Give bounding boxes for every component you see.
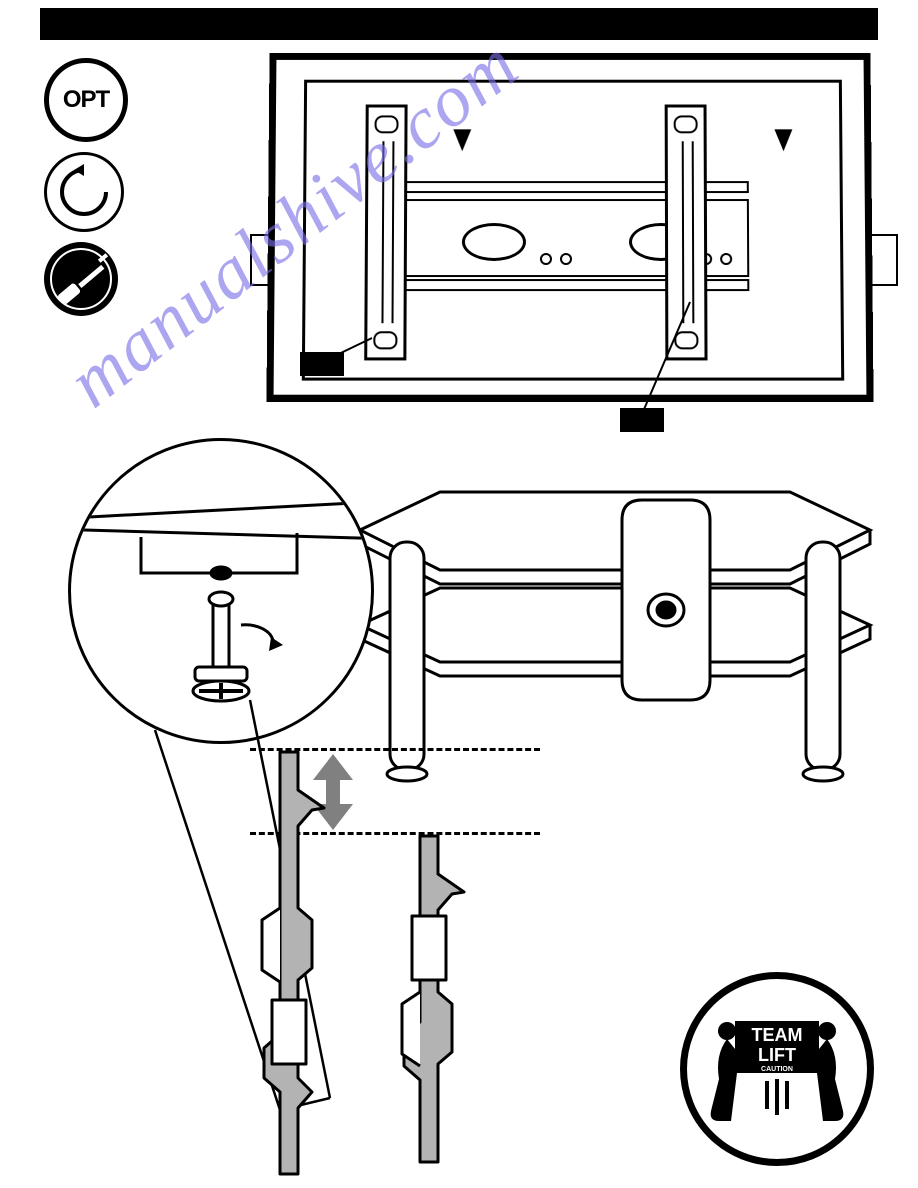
side-icon-column: OPT [44,58,134,326]
step-header-bar [40,8,878,40]
tv-stand-diagram [350,480,880,790]
bracket-profile-left [250,748,340,1178]
label-b [620,408,664,432]
opt-label: OPT [63,86,109,114]
rotate-ccw-icon [44,152,124,232]
opt-icon: OPT [44,58,128,142]
tv-mount-diagram [268,52,880,440]
down-arrow-icon [453,129,471,151]
team-lift-title: TEAM [752,1025,803,1045]
vertical-bracket-left [364,105,407,361]
bracket-profile-right [390,748,480,1178]
screwdriver-icon [44,242,118,316]
team-lift-icon: TEAM LIFT CAUTION [680,972,874,1166]
down-arrow-icon [774,129,792,151]
page: OPT [0,0,918,1188]
team-lift-caution: CAUTION [761,1066,793,1073]
vertical-bracket-right [665,105,708,361]
label-a [300,352,344,376]
bracket-height-adjust-diagram [250,748,510,1178]
team-lift-subtitle: LIFT [758,1045,796,1065]
tv-bezel [266,53,873,402]
security-screw-callout [68,438,374,744]
